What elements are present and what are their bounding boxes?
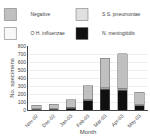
svg-text:O H. influenzae: O H. influenzae <box>30 30 65 36</box>
svg-text:500: 500 <box>18 67 27 73</box>
svg-text:400: 400 <box>18 75 27 81</box>
svg-text:Feb-03: Feb-03 <box>75 113 91 129</box>
svg-text:0: 0 <box>23 107 26 113</box>
svg-text:800: 800 <box>18 43 27 49</box>
svg-text:700: 700 <box>18 51 27 57</box>
svg-text:Apr-03: Apr-03 <box>110 113 125 128</box>
svg-text:No. specimens: No. specimens <box>9 58 15 98</box>
svg-text:S S. pneumoniae: S S. pneumoniae <box>102 11 141 17</box>
svg-text:200: 200 <box>18 91 27 97</box>
svg-text:100: 100 <box>18 99 27 105</box>
svg-text:300: 300 <box>18 83 27 89</box>
svg-text:Mar-03: Mar-03 <box>92 113 108 129</box>
svg-text:Jan-03: Jan-03 <box>58 113 73 128</box>
svg-text:Negative: Negative <box>30 11 50 17</box>
svg-text:Dec-02: Dec-02 <box>41 113 57 129</box>
svg-text:N. meningitidis: N. meningitidis <box>102 30 135 36</box>
svg-text:May-03: May-03 <box>126 113 142 129</box>
svg-text:600: 600 <box>18 59 27 65</box>
svg-text:Month: Month <box>80 129 97 135</box>
svg-text:Nov-02: Nov-02 <box>23 113 39 129</box>
